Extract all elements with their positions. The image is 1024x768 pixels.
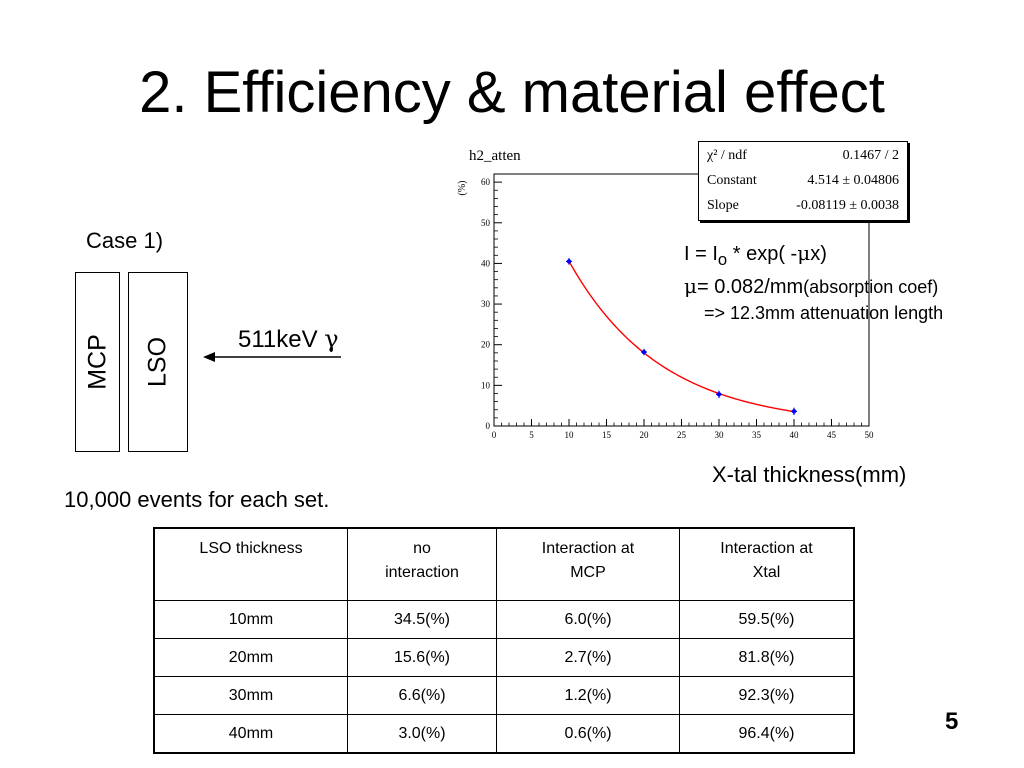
table-cell: 2.7(%): [496, 638, 680, 677]
y-tick-label: 50: [481, 218, 491, 228]
data-points: [566, 258, 797, 416]
y-axis-label: (%): [457, 181, 468, 196]
attenuation-formula: I = Io * exp( -μx) μ= 0.082/mm(absorptio…: [684, 240, 943, 326]
table-cell: 15.6(%): [347, 638, 497, 677]
stat-key: Constant: [707, 173, 757, 188]
stat-value: 0.1467 / 2: [842, 148, 899, 163]
table-row: 30mm 6.6(%) 1.2(%) 92.3(%): [153, 676, 855, 715]
slide-title: 2. Efficiency & material effect: [139, 60, 885, 125]
header-no-interaction: no interaction: [347, 527, 497, 601]
y-ticks: 0 10 20 30 40 50 60: [481, 173, 502, 431]
mu-symbol: μ: [684, 274, 697, 298]
header-lso-thickness: LSO thickness: [153, 527, 348, 601]
mcp-box: MCP: [75, 272, 120, 452]
header-text: MCP: [570, 564, 606, 581]
table-cell: 6.6(%): [347, 676, 497, 715]
x-tick-label: 45: [827, 430, 837, 440]
y-tick-label: 20: [481, 340, 491, 350]
page-number: 5: [945, 708, 959, 735]
y-tick-label: 60: [481, 177, 491, 187]
x-tick-label: 40: [790, 430, 800, 440]
attenuation-plot: h2_atten (%) 0 5 10 15 20 25 30 35 40 45 50 0 10 20 3…: [457, 148, 874, 440]
x-tick-label: 15: [602, 430, 612, 440]
x-tick-label: 5: [529, 430, 534, 440]
stat-key: χ² / ndf: [707, 148, 747, 163]
fit-stats-box: χ² / ndf 0.1467 / 2 Constant 4.514 ± 0.0…: [698, 141, 908, 221]
x-tick-label: 10: [565, 430, 575, 440]
formula-subscript: o: [717, 250, 728, 269]
case-label: Case 1): [86, 228, 164, 253]
mcp-label: MCP: [83, 334, 111, 390]
table-cell: 0.6(%): [496, 714, 680, 754]
y-tick-label: 0: [486, 421, 491, 431]
results-table: LSO thickness no interaction Interaction …: [153, 527, 855, 754]
header-text: Xtal: [752, 564, 781, 581]
x-axis-caption: X-tal thickness(mm): [712, 462, 907, 487]
data-point: [716, 392, 722, 397]
formula-line-3: => 12.3mm attenuation length: [704, 303, 944, 323]
x-ticks: 0 5 10 15 20 25 30 35 40 45 50: [492, 419, 874, 440]
table-header-row: LSO thickness no interaction Interaction …: [153, 527, 855, 601]
table-row: 10mm 34.5(%) 6.0(%) 59.5(%): [153, 600, 855, 639]
table-cell: 92.3(%): [679, 676, 855, 715]
lso-label: LSO: [143, 336, 172, 388]
x-tick-label: 25: [677, 430, 687, 440]
data-point: [791, 409, 797, 414]
beam-energy: 511keV: [238, 326, 325, 353]
x-tick-label: 0: [492, 430, 497, 440]
stat-row-chi2: χ² / ndf 0.1467 / 2: [707, 145, 899, 167]
data-point: [641, 349, 647, 355]
table-cell: 3.0(%): [347, 714, 497, 754]
table-cell: 30mm: [153, 676, 348, 715]
x-tick-label: 30: [715, 430, 725, 440]
beam-label: 511keV γ: [238, 325, 339, 354]
header-interaction-xtal: Interaction at Xtal: [679, 527, 855, 601]
stat-value: -0.08119 ± 0.0038: [796, 198, 899, 213]
table-cell: 1.2(%): [496, 676, 680, 715]
y-tick-label: 10: [481, 380, 491, 390]
x-tick-label: 50: [865, 430, 875, 440]
table-cell: 40mm: [153, 714, 348, 754]
formula-line-2: μ= 0.082/mm(absorption coef): [684, 273, 943, 300]
stat-row-slope: Slope -0.08119 ± 0.0038: [707, 195, 899, 217]
plot-title: h2_atten: [469, 148, 521, 164]
gamma-symbol: γ: [324, 325, 339, 353]
table-cell: 59.5(%): [679, 600, 855, 639]
formula-part: = 0.082/mm: [697, 276, 804, 298]
header-text: interaction: [385, 564, 459, 581]
table-row: 20mm 15.6(%) 2.7(%) 81.8(%): [153, 638, 855, 677]
header-text: Interaction at: [720, 540, 813, 557]
table-cell: 10mm: [153, 600, 348, 639]
x-tick-label: 35: [752, 430, 762, 440]
y-tick-label: 30: [481, 299, 491, 309]
y-tick-label: 40: [481, 258, 491, 268]
data-point: [566, 259, 572, 264]
table-cell: 96.4(%): [679, 714, 855, 754]
beam-arrow-icon: [203, 352, 341, 362]
header-text: Interaction at: [541, 540, 635, 557]
formula-part: * exp( -: [727, 243, 798, 265]
x-tick-label: 20: [640, 430, 650, 440]
formula-part: x): [810, 243, 827, 265]
mu-symbol: μ: [797, 241, 811, 265]
lso-box: LSO: [128, 272, 188, 452]
header-interaction-mcp: Interaction at MCP: [496, 527, 680, 601]
header-text: no: [413, 540, 431, 557]
events-note: 10,000 events for each set.: [64, 487, 330, 512]
stat-value: 4.514 ± 0.04806: [807, 173, 899, 188]
fit-curve: [568, 260, 795, 413]
table-cell: 6.0(%): [496, 600, 680, 639]
formula-note: (absorption coef): [803, 277, 939, 297]
table-cell: 81.8(%): [679, 638, 855, 677]
formula-part: I = I: [684, 243, 718, 265]
table-cell: 34.5(%): [347, 600, 497, 639]
table-cell: 20mm: [153, 638, 348, 677]
stat-row-constant: Constant 4.514 ± 0.04806: [707, 170, 899, 192]
table-row: 40mm 3.0(%) 0.6(%) 96.4(%): [153, 714, 855, 754]
header-text: LSO thickness: [199, 540, 303, 557]
formula-line-1: I = Io * exp( -μx): [684, 240, 943, 273]
stat-key: Slope: [707, 198, 739, 213]
